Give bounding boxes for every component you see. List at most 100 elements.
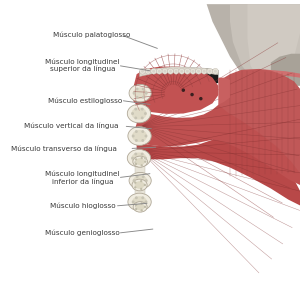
Circle shape (145, 68, 151, 74)
Circle shape (158, 70, 161, 73)
Circle shape (208, 70, 211, 73)
Circle shape (133, 179, 136, 182)
Circle shape (212, 68, 218, 74)
Polygon shape (271, 54, 300, 86)
Polygon shape (230, 4, 300, 86)
Circle shape (214, 70, 217, 73)
Circle shape (141, 157, 143, 159)
Ellipse shape (127, 149, 151, 167)
Polygon shape (248, 4, 300, 83)
Text: Músculo transverso da língua: Músculo transverso da língua (11, 145, 117, 152)
Circle shape (134, 186, 136, 189)
Circle shape (135, 139, 138, 142)
Circle shape (147, 70, 149, 73)
Ellipse shape (131, 152, 147, 164)
Circle shape (140, 188, 142, 190)
Circle shape (162, 68, 168, 74)
Polygon shape (131, 67, 218, 114)
Ellipse shape (133, 87, 147, 99)
Circle shape (140, 180, 142, 182)
Circle shape (151, 68, 157, 74)
Circle shape (201, 68, 207, 74)
Circle shape (141, 70, 144, 73)
Circle shape (133, 92, 136, 94)
Circle shape (144, 206, 146, 208)
Circle shape (144, 157, 147, 160)
Circle shape (134, 182, 136, 184)
Circle shape (179, 68, 185, 74)
Circle shape (135, 163, 137, 165)
Polygon shape (131, 74, 212, 107)
Circle shape (197, 70, 200, 73)
Ellipse shape (132, 196, 147, 208)
Circle shape (141, 205, 144, 208)
Text: Músculo genioglosso: Músculo genioglosso (45, 230, 120, 236)
Polygon shape (230, 70, 300, 83)
Text: Músculo estiloglosso: Músculo estiloglosso (49, 97, 123, 104)
Ellipse shape (132, 130, 147, 142)
Circle shape (142, 183, 145, 186)
Circle shape (136, 175, 139, 178)
Polygon shape (134, 77, 207, 102)
Circle shape (140, 68, 146, 74)
Ellipse shape (129, 172, 151, 189)
Circle shape (141, 130, 144, 133)
Circle shape (169, 70, 172, 73)
Circle shape (136, 183, 139, 186)
Circle shape (142, 88, 145, 90)
Polygon shape (140, 67, 218, 87)
Ellipse shape (128, 193, 151, 211)
Circle shape (168, 68, 173, 74)
Circle shape (152, 70, 155, 73)
Circle shape (141, 164, 143, 167)
Circle shape (140, 202, 143, 205)
Ellipse shape (133, 175, 147, 186)
Ellipse shape (127, 104, 151, 123)
Circle shape (132, 200, 135, 203)
Circle shape (136, 96, 139, 99)
Circle shape (134, 108, 137, 110)
Circle shape (135, 130, 138, 133)
Circle shape (145, 134, 147, 137)
Circle shape (141, 161, 144, 164)
Circle shape (180, 70, 183, 73)
Circle shape (134, 161, 137, 164)
Ellipse shape (133, 156, 147, 167)
Circle shape (135, 208, 137, 210)
Polygon shape (134, 105, 300, 185)
Circle shape (134, 152, 137, 155)
Circle shape (173, 68, 179, 74)
Circle shape (135, 196, 138, 199)
Circle shape (132, 134, 135, 137)
Circle shape (156, 68, 162, 74)
Circle shape (135, 205, 138, 208)
Circle shape (140, 209, 143, 212)
Ellipse shape (133, 202, 147, 212)
Circle shape (191, 70, 194, 73)
Circle shape (196, 68, 202, 74)
Circle shape (144, 184, 146, 186)
Ellipse shape (129, 84, 151, 102)
Circle shape (145, 179, 148, 182)
Polygon shape (136, 133, 300, 206)
Circle shape (141, 108, 144, 110)
Circle shape (142, 175, 145, 178)
Circle shape (144, 160, 146, 163)
Circle shape (145, 200, 147, 203)
Circle shape (136, 88, 139, 90)
Circle shape (175, 70, 178, 73)
Ellipse shape (128, 127, 151, 145)
Circle shape (141, 196, 144, 199)
Circle shape (142, 96, 145, 99)
Circle shape (131, 157, 134, 160)
Ellipse shape (136, 203, 145, 210)
Polygon shape (218, 78, 230, 105)
Circle shape (203, 70, 206, 73)
Circle shape (190, 68, 196, 74)
Circle shape (135, 158, 137, 160)
Circle shape (182, 88, 185, 92)
Ellipse shape (132, 179, 147, 191)
Text: Músculo hioglosso: Músculo hioglosso (50, 203, 116, 209)
Circle shape (184, 68, 190, 74)
Text: Músculo longitudinel
superior da língua: Músculo longitudinel superior da língua (45, 58, 120, 73)
